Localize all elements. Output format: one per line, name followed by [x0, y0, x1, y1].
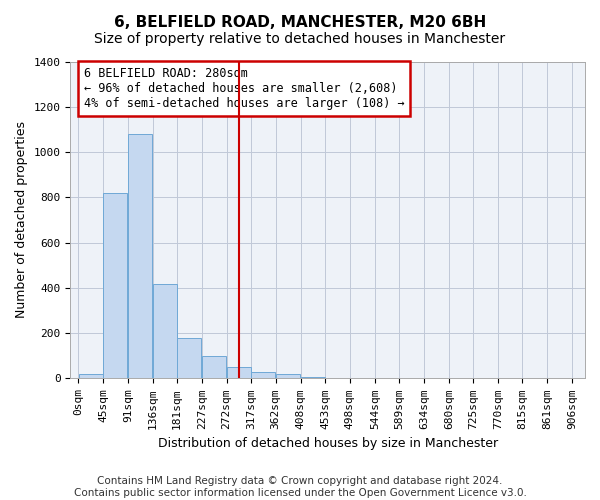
- Bar: [128, 134, 152, 378]
- Text: 6 BELFIELD ROAD: 280sqm
← 96% of detached houses are smaller (2,608)
4% of semi-: 6 BELFIELD ROAD: 280sqm ← 96% of detache…: [84, 67, 404, 110]
- Bar: [251, 372, 275, 378]
- Bar: [177, 338, 202, 378]
- Bar: [103, 193, 127, 378]
- X-axis label: Distribution of detached houses by size in Manchester: Distribution of detached houses by size …: [158, 437, 498, 450]
- Bar: [152, 284, 177, 378]
- Bar: [227, 367, 251, 378]
- Y-axis label: Number of detached properties: Number of detached properties: [15, 122, 28, 318]
- Bar: [202, 356, 226, 378]
- Text: Size of property relative to detached houses in Manchester: Size of property relative to detached ho…: [94, 32, 506, 46]
- Bar: [79, 374, 103, 378]
- Text: 6, BELFIELD ROAD, MANCHESTER, M20 6BH: 6, BELFIELD ROAD, MANCHESTER, M20 6BH: [114, 15, 486, 30]
- Bar: [276, 374, 300, 378]
- Text: Contains HM Land Registry data © Crown copyright and database right 2024.
Contai: Contains HM Land Registry data © Crown c…: [74, 476, 526, 498]
